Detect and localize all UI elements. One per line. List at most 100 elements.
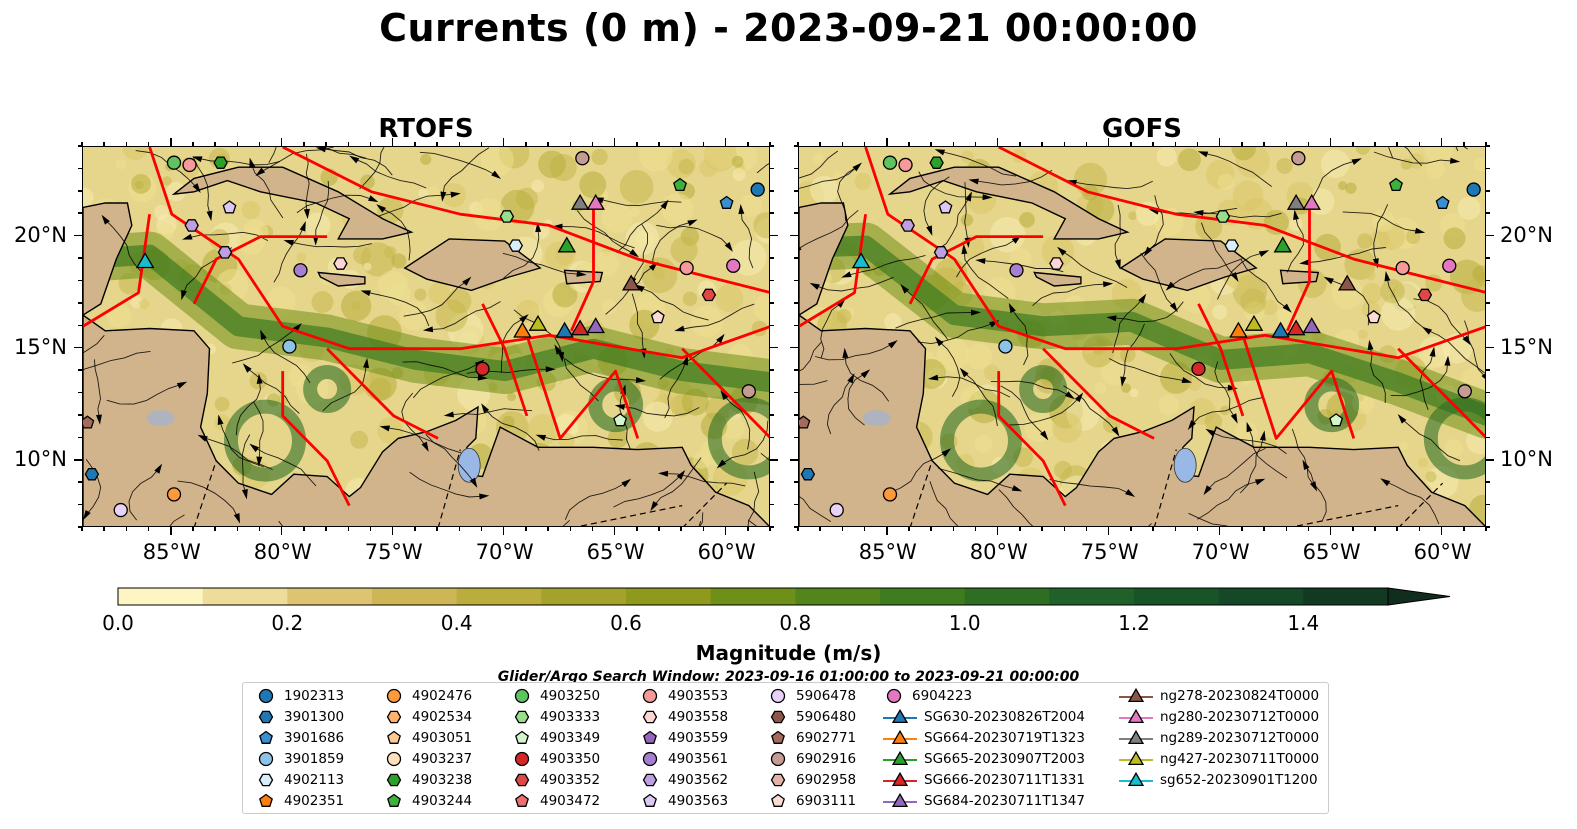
- legend-label: 4903562: [668, 771, 729, 788]
- legend-item: 4903238: [383, 769, 472, 790]
- x-tick-mark: [480, 527, 483, 531]
- legend-item: 3901686: [255, 727, 344, 748]
- x-tick-mark: [974, 527, 977, 531]
- x-tick-label: 75°W: [364, 540, 423, 564]
- marker-4903349: [1329, 413, 1344, 427]
- legend-marker-circle: [642, 751, 658, 766]
- x-tick-mark: [680, 527, 682, 531]
- legend-label: 3901686: [284, 729, 345, 746]
- x-tick-mark: [886, 527, 888, 535]
- x-tick-mark: [769, 527, 771, 531]
- x-tick-label: 85°W: [142, 540, 201, 564]
- x-tick-mark: [613, 138, 616, 146]
- colorbar-tick-label: 1.4: [1287, 611, 1320, 635]
- legend-item: 4903250: [511, 685, 600, 706]
- x-tick-mark: [303, 527, 305, 531]
- colorbar-segment: [626, 588, 712, 605]
- x-tick-label: 70°W: [1191, 540, 1250, 564]
- marker-SG665-20230907T2003: [557, 236, 577, 253]
- legend-marker-pentagon: [387, 730, 401, 744]
- legend-marker-pentagon: [643, 730, 657, 744]
- legend-item: ng280-20230712T0000: [1119, 706, 1319, 727]
- colorbar-ticks: 0.0 0.2 0.4 0.6 0.8 1.0 1.2 1.4: [0, 611, 1577, 639]
- marker-ng289-20230712T0000: [570, 193, 590, 210]
- legend-label: 4903553: [668, 687, 729, 704]
- x-tick-label: 80°W: [969, 540, 1028, 564]
- legend-marker-pentagon: [771, 793, 785, 807]
- x-tick-mark: [391, 527, 394, 535]
- y-tick-label-left: 20°N: [14, 222, 67, 247]
- y-tick-mark: [1486, 369, 1490, 371]
- legend-label: SG664-20230719T1323: [924, 729, 1085, 746]
- legend-item: 4903352: [511, 769, 600, 790]
- x-tick-label: 85°W: [858, 540, 917, 564]
- x-tick-mark: [702, 527, 705, 531]
- legend-symbol: [771, 793, 785, 807]
- legend-symbol: [1127, 708, 1145, 723]
- y-tick-mark: [790, 234, 798, 237]
- marker-4903244: [673, 177, 687, 192]
- x-tick-mark: [797, 527, 799, 531]
- legend-symbol: [258, 710, 274, 723]
- marker-4902476: [166, 487, 182, 502]
- marker-SG665-20230907T2003: [1273, 236, 1293, 253]
- marker-3901859: [282, 339, 297, 354]
- map-panel-rtofs: [82, 146, 770, 527]
- legend-symbol: [386, 751, 402, 766]
- legend-symbol: [386, 773, 402, 786]
- x-tick-mark: [613, 527, 616, 535]
- legend-symbol: [891, 750, 909, 765]
- marker-SG630-20230826T2004: [555, 321, 574, 338]
- y-tick-mark: [770, 257, 774, 259]
- marker-4902113: [1224, 239, 1240, 252]
- y-tick-mark: [770, 369, 774, 371]
- x-tick-mark: [325, 527, 327, 531]
- x-tick-mark: [1352, 527, 1354, 531]
- marker-4903238: [213, 156, 228, 169]
- x-tick-label: 65°W: [586, 540, 645, 564]
- legend-label: 4903563: [668, 792, 729, 809]
- marker-4903561: [1009, 263, 1024, 278]
- marker-3901300: [84, 467, 100, 481]
- marker-3901859: [998, 339, 1013, 354]
- marker-5906478: [113, 502, 128, 518]
- x-tick-mark: [658, 527, 660, 531]
- legend-label: 4903352: [540, 771, 601, 788]
- legend-marker-triangle-line: [883, 708, 917, 723]
- marker-4903558: [1049, 257, 1064, 270]
- legend-symbol: [891, 771, 909, 786]
- map-canvas: [799, 147, 1485, 526]
- legend-item: 4903562: [639, 769, 728, 790]
- x-tick-mark: [258, 527, 261, 531]
- marker-4903350: [1191, 361, 1206, 377]
- legend-marker-circle: [258, 688, 274, 703]
- legend-symbol: [642, 751, 658, 766]
- marker-4903333: [499, 210, 515, 223]
- y-tick-mark: [770, 212, 774, 214]
- legend-marker-pentagon: [515, 730, 529, 744]
- legend-symbol: [514, 751, 530, 766]
- y-tick-mark: [1486, 391, 1490, 394]
- marker-6902771: [799, 415, 811, 429]
- y-tick-mark: [770, 436, 774, 439]
- colorbar-segment: [710, 588, 796, 605]
- marker-ng280-20230712T0000: [586, 193, 605, 210]
- legend-item: SG665-20230907T2003: [883, 748, 1085, 769]
- marker-4903352: [1417, 288, 1433, 302]
- colorbar-tick-label: 0.8: [779, 611, 812, 635]
- legend-item: ng289-20230712T0000: [1119, 727, 1319, 748]
- legend-marker-circle: [258, 751, 274, 766]
- legend-label: SG666-20230711T1331: [924, 771, 1085, 788]
- panel-title-gofs: GOFS: [1102, 114, 1182, 144]
- legend-symbol: [770, 773, 786, 786]
- legend-symbol: [770, 710, 786, 723]
- y-tick-mark: [770, 279, 774, 282]
- legend-symbol: [514, 710, 530, 723]
- x-tick-mark: [908, 527, 910, 531]
- y-tick-label-right: 10°N: [1500, 446, 1553, 471]
- legend-symbol: [515, 730, 529, 744]
- legend-symbol: [258, 773, 274, 786]
- legend-item: 5906478: [767, 685, 856, 706]
- legend-marker-hexagon: [770, 710, 786, 723]
- marker-6902916: [575, 151, 590, 166]
